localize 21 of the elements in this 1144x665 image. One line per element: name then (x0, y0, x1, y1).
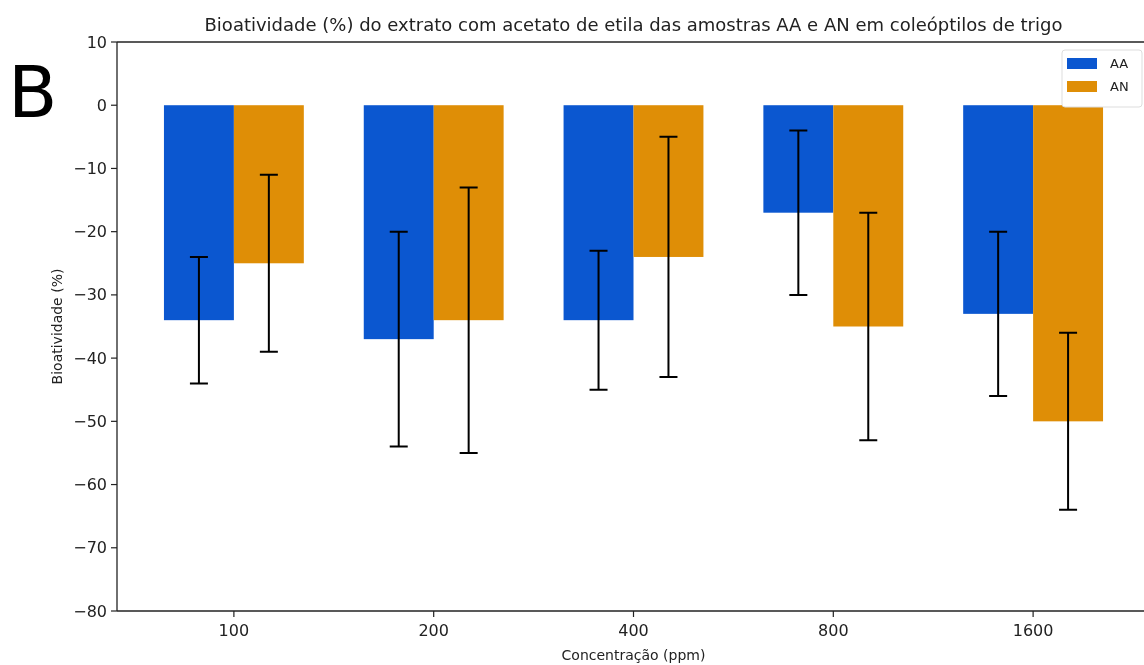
text: B (8, 50, 58, 134)
y-tick-label: −80 (73, 601, 107, 621)
y-axis-title: Bioatividade (%) (49, 268, 65, 385)
x-tick-label: 800 (818, 621, 849, 640)
chart-title: Bioatividade (%) do extrato com acetato de etila das amostras AA e AN em coleóptilos de trigo (204, 14, 1063, 35)
y-tick-label: −60 (73, 475, 107, 495)
y-tick-label: 0 (96, 95, 107, 115)
x-axis-title: Concentração (ppm) (561, 647, 706, 663)
y-tick-label: −40 (73, 348, 107, 368)
y-tick-label: −20 (73, 222, 107, 242)
y-tick-label: −30 (73, 285, 107, 305)
y-tick-label: −10 (73, 159, 107, 179)
x-tick-label: 200 (418, 621, 449, 640)
y-tick-label: −70 (73, 538, 107, 558)
y-tick-label: −50 (73, 411, 107, 431)
y-tick-label: 10 (86, 32, 107, 52)
x-tick-label: 400 (618, 621, 649, 640)
legend-label: AA (1110, 56, 1129, 72)
legend-label: AN (1110, 79, 1129, 95)
x-tick-label: 100 (218, 621, 250, 640)
x-tick-label: 1600 (1012, 621, 1054, 640)
